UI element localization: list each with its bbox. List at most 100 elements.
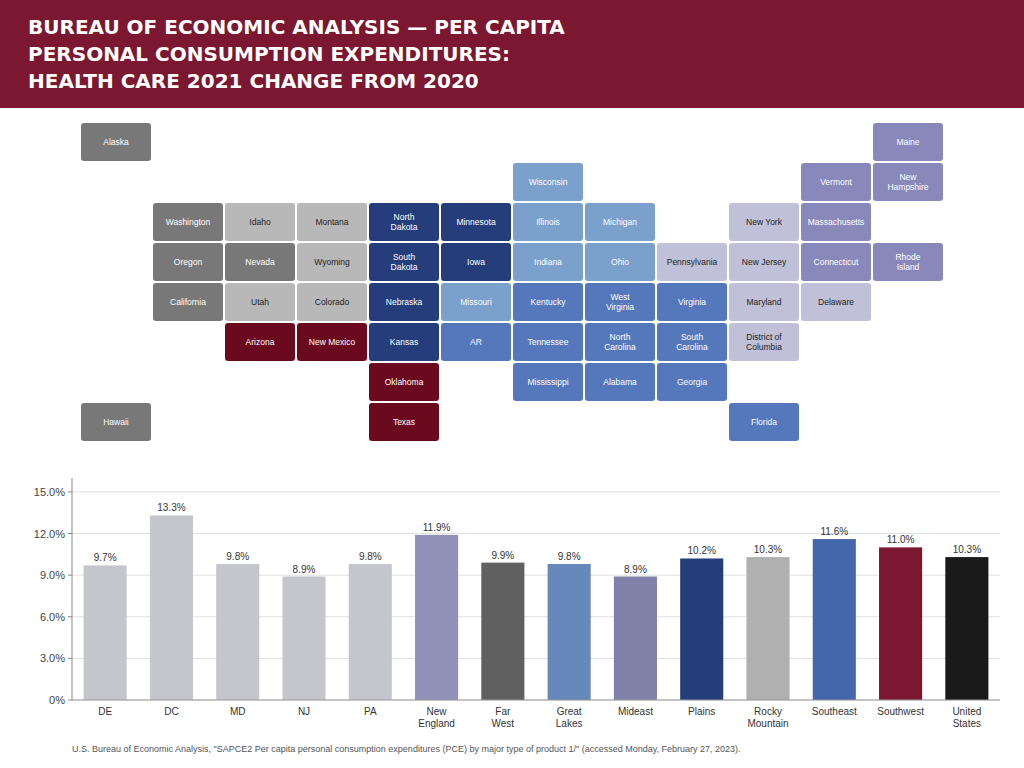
state-tile bbox=[297, 203, 367, 241]
bar-texts: 9.7%DE13.3%DC9.8%MD8.9%NJ9.8%PA11.9%NewE… bbox=[94, 502, 982, 729]
state-label: Idaho bbox=[249, 217, 271, 227]
state-tile bbox=[801, 163, 871, 201]
state-label-line: Rhode bbox=[895, 252, 920, 262]
category-label: GreatLakes bbox=[556, 706, 583, 729]
tick-label: 3.0% bbox=[40, 652, 65, 664]
tick-mark bbox=[68, 658, 72, 659]
state-label: Indiana bbox=[534, 257, 562, 267]
background bbox=[0, 0, 1024, 768]
category-label: NJ bbox=[298, 706, 310, 717]
state-label-line: Florida bbox=[751, 417, 777, 427]
state-label: Utah bbox=[251, 297, 269, 307]
bar bbox=[150, 515, 193, 700]
state-label-line: New bbox=[899, 172, 917, 182]
state-label: Missouri bbox=[460, 297, 492, 307]
tick-mark bbox=[68, 533, 72, 534]
bar bbox=[84, 565, 127, 700]
state-label-line: Vermont bbox=[820, 177, 852, 187]
bar bbox=[945, 557, 988, 700]
state-tile bbox=[657, 243, 727, 281]
state-label-line: Minnesota bbox=[456, 217, 495, 227]
state-label-line: North bbox=[394, 212, 415, 222]
state-tile bbox=[441, 283, 511, 321]
title-line: PERSONAL CONSUMPTION EXPENDITURES: bbox=[28, 42, 510, 66]
bars bbox=[84, 515, 989, 700]
state-tile bbox=[153, 243, 223, 281]
category-label: Southwest bbox=[877, 706, 924, 717]
state-tile bbox=[369, 283, 439, 321]
state-label-line: Carolina bbox=[676, 342, 708, 352]
data-label: 11.6% bbox=[820, 526, 848, 537]
state-tile bbox=[513, 323, 583, 361]
state-label: RhodeIsland bbox=[895, 252, 920, 272]
state-tile bbox=[729, 203, 799, 241]
grid-line bbox=[72, 700, 1000, 701]
state-label-line: Georgia bbox=[677, 377, 708, 387]
state-label-line: Colorado bbox=[315, 297, 350, 307]
state-label-line: Island bbox=[897, 262, 920, 272]
state-tile bbox=[81, 123, 151, 161]
tick-label: 0% bbox=[49, 694, 65, 706]
state-label-line: New Mexico bbox=[309, 337, 356, 347]
grid-line bbox=[72, 658, 1000, 659]
category-label: PA bbox=[364, 706, 377, 717]
state-tile bbox=[801, 203, 871, 241]
state-label-line: Kansas bbox=[390, 337, 418, 347]
state-label: Montana bbox=[315, 217, 348, 227]
state-tile bbox=[369, 243, 439, 281]
state-label: Georgia bbox=[677, 377, 708, 387]
y-axis: 0%3.0%6.0%9.0%12.0%15.0% bbox=[34, 478, 1000, 706]
state-label: Kansas bbox=[390, 337, 418, 347]
state-label: Delaware bbox=[818, 297, 854, 307]
category-label-line: Plains bbox=[688, 706, 715, 717]
state-label: New Jersey bbox=[742, 257, 787, 267]
state-label-line: Carolina bbox=[604, 342, 636, 352]
state-label: Wisconsin bbox=[529, 177, 568, 187]
category-label-line: Mountain bbox=[747, 718, 788, 729]
category-label: RockyMountain bbox=[747, 706, 788, 729]
category-label: NewEngland bbox=[418, 706, 455, 729]
state-label: AR bbox=[470, 337, 482, 347]
state-tile bbox=[225, 203, 295, 241]
category-label-line: Rocky bbox=[754, 706, 782, 717]
category-label-line: States bbox=[953, 718, 981, 729]
state-label-line: California bbox=[170, 297, 206, 307]
state-tile bbox=[585, 243, 655, 281]
chart-canvas: BUREAU OF ECONOMIC ANALYSIS — PER CAPITA… bbox=[0, 0, 1024, 768]
state-label-line: New Jersey bbox=[742, 257, 787, 267]
state-tile bbox=[801, 283, 871, 321]
state-tile bbox=[585, 363, 655, 401]
state-label-line: Mississippi bbox=[527, 377, 568, 387]
state-label-line: Nebraska bbox=[386, 297, 423, 307]
state-label-line: Dakota bbox=[391, 262, 418, 272]
state-label: Maryland bbox=[747, 297, 782, 307]
data-label: 11.0% bbox=[887, 534, 915, 545]
state-label-line: Alabama bbox=[603, 377, 637, 387]
state-label-line: Columbia bbox=[746, 342, 782, 352]
category-label: FarWest bbox=[492, 706, 515, 729]
category-label-line: New bbox=[427, 706, 448, 717]
tick-mark bbox=[68, 491, 72, 492]
state-label-line: Maine bbox=[896, 137, 919, 147]
state-tile bbox=[153, 283, 223, 321]
state-label: Florida bbox=[751, 417, 777, 427]
data-label: 9.9% bbox=[491, 550, 514, 561]
state-tile bbox=[225, 243, 295, 281]
state-label: Mississippi bbox=[527, 377, 568, 387]
state-label-line: Dakota bbox=[391, 222, 418, 232]
state-label-line: North bbox=[610, 332, 631, 342]
category-label-line: Southeast bbox=[812, 706, 857, 717]
bar bbox=[879, 547, 922, 700]
y-axis-line bbox=[72, 478, 73, 700]
state-label: Hawaii bbox=[103, 417, 129, 427]
category-label-line: England bbox=[418, 718, 455, 729]
category-label-line: DC bbox=[164, 706, 178, 717]
state-tile bbox=[441, 323, 511, 361]
title: BUREAU OF ECONOMIC ANALYSIS — PER CAPITA… bbox=[28, 15, 565, 93]
data-label: 9.8% bbox=[226, 551, 249, 562]
bar bbox=[415, 535, 458, 700]
bar bbox=[813, 539, 856, 700]
state-tile bbox=[297, 283, 367, 321]
state-label-line: Pennsylvania bbox=[667, 257, 718, 267]
state-label-line: Iowa bbox=[467, 257, 485, 267]
